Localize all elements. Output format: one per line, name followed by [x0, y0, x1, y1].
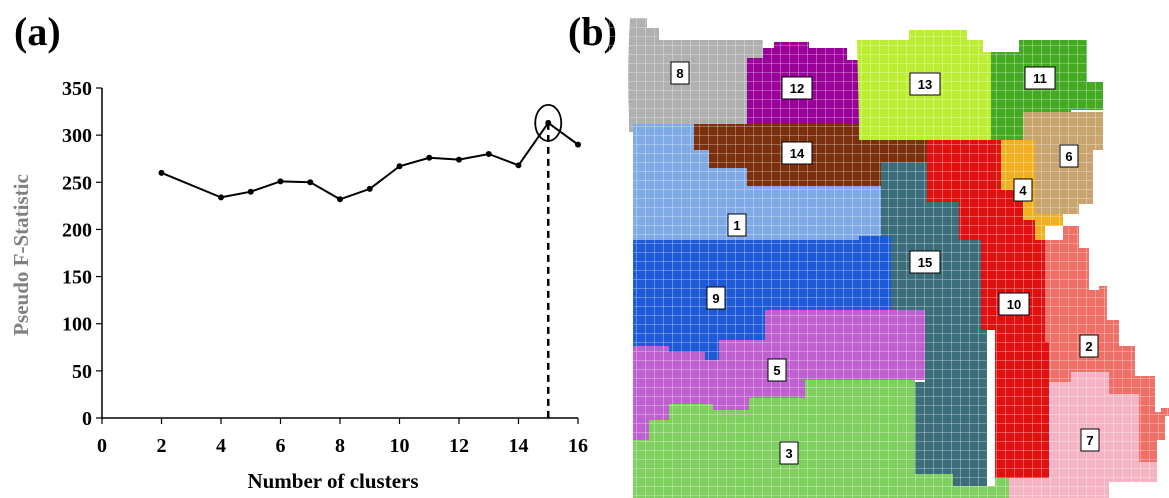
data-point: [485, 151, 492, 157]
cluster-label-13: 13: [909, 72, 941, 96]
data-point: [337, 196, 343, 203]
data-point: [158, 169, 165, 176]
y-tick-label: 250: [62, 172, 92, 194]
pseudo-f-line-chart: 0 50 100 150 200 250 300 350 0 2 4 6 8 10 12 14 16 Numb…: [9, 78, 588, 493]
x-tick-label: 2: [157, 435, 167, 457]
svg-text:3: 3: [785, 446, 792, 461]
data-point: [426, 154, 433, 161]
data-point: [277, 178, 284, 185]
cluster-label-12: 12: [781, 76, 813, 100]
cluster-label-10: 10: [998, 292, 1030, 316]
x-axis-label: Number of clusters: [247, 469, 418, 493]
chart-annotations: [534, 103, 563, 418]
svg-text:9: 9: [712, 291, 719, 306]
x-tick-label: 8: [335, 435, 345, 457]
cluster-label-8: 8: [670, 61, 690, 85]
svg-text:7: 7: [1086, 433, 1093, 448]
y-tick-label: 150: [62, 267, 92, 289]
svg-text:5: 5: [773, 363, 780, 378]
cluster-label-3: 3: [779, 441, 799, 465]
y-tick-label: 50: [72, 361, 92, 383]
svg-text:12: 12: [790, 81, 804, 96]
data-point: [515, 162, 522, 169]
map-cell-grid: [609, 0, 1169, 498]
x-tick-label: 12: [449, 435, 469, 457]
x-tick-label: 16: [568, 435, 588, 457]
cluster-label-2: 2: [1079, 334, 1099, 358]
data-point: [307, 179, 314, 186]
map-labels: 8 12 13 11 14 6 4 1 15 9 10 5 2 3 7: [670, 61, 1100, 465]
data-point: [396, 163, 403, 170]
panel-a-label: (a): [14, 9, 61, 54]
y-tick-label: 300: [62, 125, 92, 147]
series-line: [161, 121, 579, 201]
cluster-label-11: 11: [1024, 66, 1056, 90]
x-tick-label: 0: [97, 435, 107, 457]
y-tick-label: 100: [62, 314, 92, 336]
svg-text:11: 11: [1033, 71, 1047, 86]
x-tick-label: 10: [390, 435, 410, 457]
cluster-label-4: 4: [1013, 178, 1033, 202]
x-tick-labels: 0 2 4 6 8 10 12 14 16: [97, 418, 588, 457]
data-point: [456, 156, 462, 163]
data-point: [247, 188, 254, 195]
cluster-label-14: 14: [781, 141, 813, 165]
chart-axes: [101, 88, 578, 419]
svg-text:14: 14: [790, 146, 805, 161]
cluster-label-6: 6: [1059, 144, 1079, 168]
cluster-label-1: 1: [727, 213, 747, 237]
svg-text:15: 15: [918, 255, 932, 270]
y-tick-label: 200: [62, 219, 92, 241]
x-tick-label: 4: [216, 435, 226, 457]
cluster-label-7: 7: [1080, 428, 1100, 452]
cluster-label-5: 5: [767, 358, 787, 382]
svg-text:2: 2: [1085, 339, 1092, 354]
svg-text:4: 4: [1019, 183, 1027, 198]
svg-text:1: 1: [733, 218, 740, 233]
y-tick-labels: 0 50 100 150 200 250 300 350: [62, 78, 102, 430]
data-point: [366, 185, 373, 192]
y-axis-label: Pseudo F-Statistic: [9, 174, 33, 336]
y-tick-label: 350: [62, 78, 92, 100]
x-tick-label: 6: [276, 435, 286, 457]
x-tick-label: 14: [509, 435, 529, 457]
cluster-map: 8 12 13 11 14 6 4 1 15 9 10 5 2 3 7: [609, 0, 1169, 498]
svg-text:13: 13: [918, 77, 932, 92]
cluster-label-15: 15: [909, 250, 941, 274]
svg-text:10: 10: [1007, 297, 1021, 312]
panel-b-label: (b): [568, 9, 617, 54]
y-tick-label: 0: [82, 408, 92, 430]
svg-text:8: 8: [676, 66, 683, 81]
svg-text:6: 6: [1065, 149, 1072, 164]
data-point: [218, 194, 224, 201]
data-point: [575, 141, 581, 148]
data-series: [158, 119, 581, 203]
cluster-label-9: 9: [706, 286, 726, 310]
